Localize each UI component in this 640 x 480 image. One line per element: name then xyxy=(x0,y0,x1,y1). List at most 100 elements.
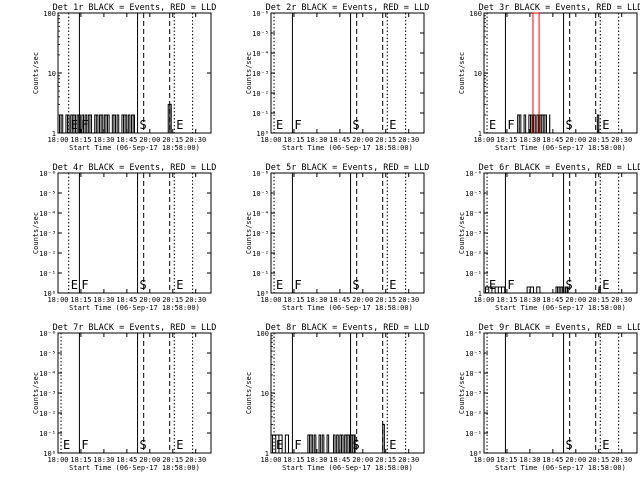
x-tick-label: 20:00 xyxy=(565,456,586,464)
marker-label-s: S xyxy=(140,438,147,452)
y-tick-label: 10⁻⁶ xyxy=(39,170,56,178)
y-tick-label: 10⁻³ xyxy=(465,230,482,238)
x-tick-label: 18:45 xyxy=(542,296,563,304)
x-tick-label: 18:15 xyxy=(496,456,517,464)
x-tick-label: 20:00 xyxy=(352,296,373,304)
y-axis-label: Counts/sec xyxy=(32,372,40,414)
y-axis-label: Counts/sec xyxy=(245,372,253,414)
chart-title: Det 8r BLACK = Events, RED = LLD xyxy=(266,323,430,333)
y-tick-label: 10 xyxy=(474,70,482,78)
marker-label-e: E xyxy=(63,438,70,452)
x-tick-label: 20:30 xyxy=(611,136,632,144)
y-tick-label: 10⁻⁶ xyxy=(465,330,482,338)
series-events-trace xyxy=(166,103,172,134)
series-events-trace xyxy=(485,286,515,294)
x-tick-label: 20:30 xyxy=(611,296,632,304)
x-axis-label: Start Time (06-Sep-17 18:58:00) xyxy=(282,304,413,312)
y-axis-label: Counts/sec xyxy=(32,212,40,254)
x-tick-label: 18:45 xyxy=(329,136,350,144)
y-tick-label: 10⁰ xyxy=(256,290,269,298)
marker-label-e: E xyxy=(276,118,283,132)
y-axis-label: Counts/sec xyxy=(245,212,253,254)
y-tick-label: 10⁻² xyxy=(465,250,482,258)
x-tick-label: 18:30 xyxy=(93,136,114,144)
y-tick-label: 10⁻² xyxy=(252,250,269,258)
x-tick-label: 20:15 xyxy=(162,456,183,464)
y-tick-label: 10⁰ xyxy=(256,130,269,138)
y-tick-label: 10⁻⁶ xyxy=(252,170,269,178)
x-tick-label: 18:00 xyxy=(473,456,494,464)
x-tick-label: 20:00 xyxy=(139,296,160,304)
marker-label-e: E xyxy=(176,278,183,292)
y-tick-label: 10 xyxy=(48,70,56,78)
y-tick-label: 1 xyxy=(478,130,482,138)
plot-frame xyxy=(270,172,425,294)
marker-label-f: F xyxy=(294,118,301,132)
marker-label-f: F xyxy=(81,118,88,132)
plot-frame xyxy=(483,12,638,134)
x-tick-label: 20:15 xyxy=(162,296,183,304)
chart-panel-2: Det 2r BLACK = Events, RED = LLD Counts/s… xyxy=(245,3,429,152)
x-tick-label: 18:00 xyxy=(47,296,68,304)
x-axis-label: Start Time (06-Sep-17 18:58:00) xyxy=(69,464,200,472)
x-tick-label: 18:30 xyxy=(519,456,540,464)
y-tick-label: 10⁻² xyxy=(39,410,56,418)
marker-label-e: E xyxy=(489,118,496,132)
y-tick-label: 10⁻¹ xyxy=(252,110,269,118)
x-tick-label: 18:15 xyxy=(70,136,91,144)
y-tick-label: 10⁻⁶ xyxy=(465,170,482,178)
y-tick-label: 10⁻¹ xyxy=(252,270,269,278)
marker-label-e: E xyxy=(602,278,609,292)
marker-label-e: E xyxy=(276,438,283,452)
y-tick-label: 10⁻⁴ xyxy=(465,210,482,218)
y-axis-label: Counts/sec xyxy=(458,52,466,94)
plot-frame xyxy=(483,172,638,294)
marker-label-f: F xyxy=(507,278,514,292)
marker-label-e: E xyxy=(176,438,183,452)
y-tick-label: 10⁻⁶ xyxy=(39,330,56,338)
chart-title: Det 5r BLACK = Events, RED = LLD xyxy=(266,163,430,173)
y-tick-label: 10⁻⁴ xyxy=(39,370,56,378)
y-tick-label: 10⁻² xyxy=(39,250,56,258)
x-axis-label: Start Time (06-Sep-17 18:58:00) xyxy=(495,304,626,312)
x-tick-label: 20:15 xyxy=(588,296,609,304)
x-tick-label: 20:30 xyxy=(185,136,206,144)
y-tick-label: 1 xyxy=(478,290,482,298)
y-tick-label: 10⁻³ xyxy=(39,230,56,238)
chart-title: Det 1r BLACK = Events, RED = LLD xyxy=(53,3,217,13)
marker-label-e: E xyxy=(71,278,78,292)
marker-label-s: S xyxy=(353,438,360,452)
x-axis-label: Start Time (06-Sep-17 18:58:00) xyxy=(282,464,413,472)
x-tick-label: 18:00 xyxy=(47,456,68,464)
chart-panel-3: Det 3r BLACK = Events, RED = LLD Counts/s… xyxy=(458,3,640,152)
x-tick-label: 18:30 xyxy=(306,296,327,304)
y-tick-label: 100 xyxy=(256,330,269,338)
y-tick-label: 10⁰ xyxy=(43,290,56,298)
x-tick-label: 18:45 xyxy=(116,456,137,464)
y-tick-label: 10⁻⁴ xyxy=(252,50,269,58)
marker-label-f: F xyxy=(81,438,88,452)
y-tick-label: 10⁻⁵ xyxy=(465,190,482,198)
x-tick-label: 18:15 xyxy=(283,456,304,464)
x-axis-label: Start Time (06-Sep-17 18:58:00) xyxy=(69,304,200,312)
series-events-trace xyxy=(272,434,293,454)
marker-label-s: S xyxy=(353,278,360,292)
chart-panel-4: Det 4r BLACK = Events, RED = LLD Counts/s… xyxy=(32,163,216,312)
x-tick-label: 18:45 xyxy=(116,296,137,304)
x-tick-label: 20:30 xyxy=(185,456,206,464)
x-axis-label: Start Time (06-Sep-17 18:58:00) xyxy=(495,144,626,152)
marker-label-e: E xyxy=(489,278,496,292)
y-tick-label: 1 xyxy=(265,450,269,458)
y-axis-label: Counts/sec xyxy=(458,372,466,414)
y-tick-label: 10⁻³ xyxy=(252,70,269,78)
y-tick-label: 10⁰ xyxy=(43,450,56,458)
chart-panel-1: Det 1r BLACK = Events, RED = LLD Counts/s… xyxy=(32,3,216,152)
chart-title: Det 6r BLACK = Events, RED = LLD xyxy=(479,163,640,173)
x-tick-label: 20:00 xyxy=(139,136,160,144)
plot-frame xyxy=(270,12,425,134)
marker-label-s: S xyxy=(566,118,573,132)
x-tick-label: 18:30 xyxy=(306,136,327,144)
x-axis-label: Start Time (06-Sep-17 18:58:00) xyxy=(69,144,200,152)
x-tick-label: 20:15 xyxy=(375,136,396,144)
